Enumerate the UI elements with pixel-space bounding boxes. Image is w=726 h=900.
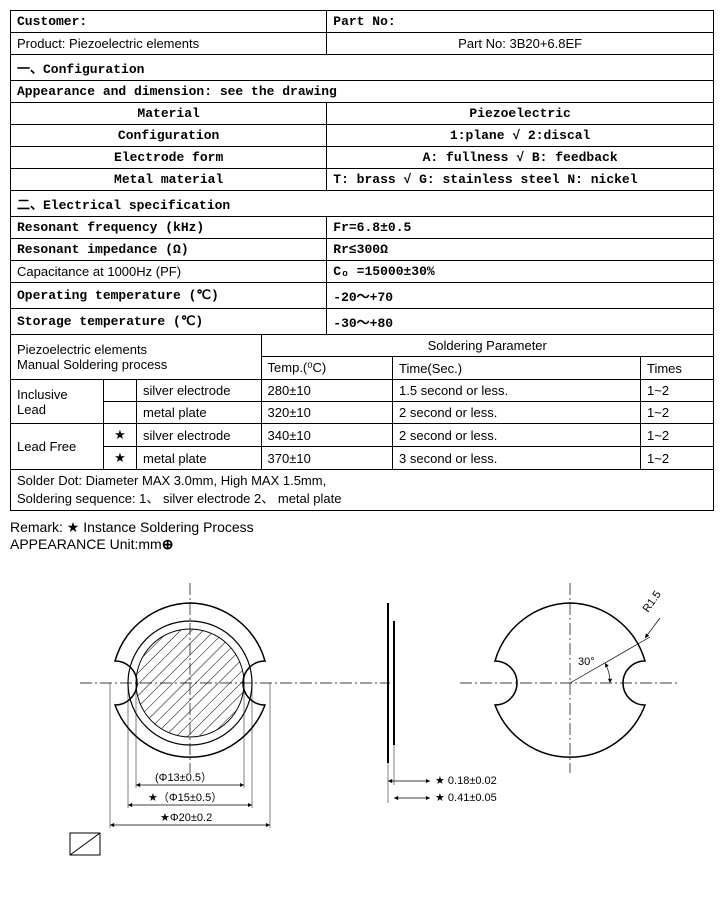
solder-footer: Solder Dot: Diameter MAX 3.0mm, High MAX…	[11, 470, 714, 511]
col-time: Time(Sec.)	[393, 357, 641, 380]
times-cell: 1~2	[641, 447, 714, 470]
elec-value: -30～+80	[327, 309, 714, 335]
temp-cell: 320±10	[261, 402, 393, 424]
group-name: Inclusive Lead	[11, 380, 104, 424]
material-hdr: Material	[11, 103, 327, 125]
dim-r: R1.5	[641, 589, 664, 615]
elec-label: Operating temperature (℃)	[11, 283, 327, 309]
plan-view: 30° R1.5	[460, 583, 680, 773]
temp-cell: 340±10	[261, 424, 393, 447]
metal-label: Metal material	[11, 169, 327, 191]
appearance-drawing: ★ 0.18±0.02 ★ 0.41±0.05 30° R1.5 (Φ13±0.…	[10, 563, 714, 863]
time-cell: 2 second or less.	[393, 402, 641, 424]
remark-line1: Remark: ★ Instance Soldering Process	[10, 519, 254, 535]
metal-value: T: brass √ G: stainless steel N: nickel	[327, 169, 714, 191]
side-view: ★ 0.18±0.02 ★ 0.41±0.05	[388, 603, 497, 804]
elec-label: Capacitance at 1000Hz (PF)	[11, 261, 327, 283]
elec-value: -20～+70	[327, 283, 714, 309]
star-cell: ★	[104, 447, 137, 470]
part-cell: metal plate	[137, 402, 262, 424]
remark-line2-prefix: APPEARANCE Unit:mm	[10, 536, 162, 552]
elec-label: Resonant frequency (kHz)	[11, 217, 327, 239]
elec-label: Storage temperature (℃)	[11, 309, 327, 335]
part-cell: silver electrode	[137, 380, 262, 402]
times-cell: 1~2	[641, 380, 714, 402]
solder-footer2: Soldering sequence: 1、 silver electrode …	[17, 491, 341, 506]
product-label: Product: Piezoelectric elements	[11, 33, 327, 55]
customer-label: Customer:	[11, 11, 327, 33]
electrode-label: Electrode form	[11, 147, 327, 169]
elec-label: Resonant impedance (Ω)	[11, 239, 327, 261]
col-times: Times	[641, 357, 714, 380]
projection-symbol	[70, 833, 100, 855]
star-cell	[104, 402, 137, 424]
partno-label: Part No:	[327, 11, 714, 33]
group-name: Lead Free	[11, 424, 104, 470]
configuration-value: 1:plane √ 2:discal	[327, 125, 714, 147]
config-section: 一、Configuration	[11, 55, 714, 81]
appearance-row: Appearance and dimension: see the drawin…	[11, 81, 714, 103]
star-cell	[104, 380, 137, 402]
dim-angle: 30°	[578, 656, 595, 668]
temp-cell: 370±10	[261, 447, 393, 470]
elec-value: Cₒ =15000±30%	[327, 261, 714, 283]
solder-footer1: Solder Dot: Diameter MAX 3.0mm, High MAX…	[17, 473, 326, 488]
dim-t1: ★ 0.18±0.02	[435, 775, 497, 787]
times-cell: 1~2	[641, 402, 714, 424]
solder-left-title: Piezoelectric elements Manual Soldering …	[11, 335, 262, 380]
datasheet-table: Customer: Part No: Product: Piezoelectri…	[10, 10, 714, 511]
dim-d2: ★（Φ15±0.5）	[148, 791, 222, 804]
dim-d1: (Φ13±0.5）	[155, 771, 212, 784]
elec-section: 二、Electrical specification	[11, 191, 714, 217]
part-cell: silver electrode	[137, 424, 262, 447]
front-view	[80, 583, 390, 773]
remark: Remark: ★ Instance Soldering Process APP…	[10, 519, 716, 553]
projection-icon: ⊕	[162, 536, 174, 552]
col-temp: Temp.(⁰C)	[261, 357, 393, 380]
solder-param-hdr: Soldering Parameter	[261, 335, 713, 357]
star-cell: ★	[104, 424, 137, 447]
elec-value: Rr≤300Ω	[327, 239, 714, 261]
part-cell: metal plate	[137, 447, 262, 470]
time-cell: 3 second or less.	[393, 447, 641, 470]
temp-cell: 280±10	[261, 380, 393, 402]
elec-value: Fr=6.8±0.5	[327, 217, 714, 239]
times-cell: 1~2	[641, 424, 714, 447]
solder-left-title2: Manual Soldering process	[17, 357, 167, 372]
solder-left-title1: Piezoelectric elements	[17, 342, 147, 357]
dim-t2: ★ 0.41±0.05	[435, 792, 497, 804]
time-cell: 1.5 second or less.	[393, 380, 641, 402]
time-cell: 2 second or less.	[393, 424, 641, 447]
partno-value: Part No: 3B20+6.8EF	[327, 33, 714, 55]
configuration-label: Configuration	[11, 125, 327, 147]
piezo-hdr: Piezoelectric	[327, 103, 714, 125]
dim-d3: ★Φ20±0.2	[160, 812, 212, 824]
electrode-value: A: fullness √ B: feedback	[327, 147, 714, 169]
